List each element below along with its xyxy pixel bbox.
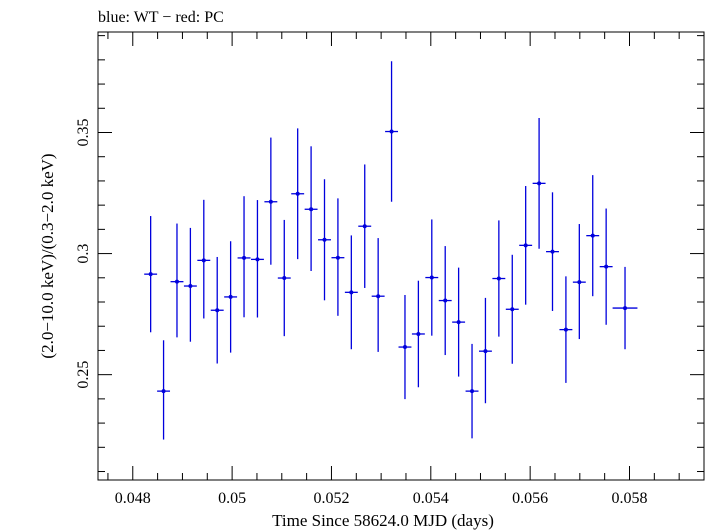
point-marker bbox=[443, 298, 448, 303]
point-marker bbox=[550, 249, 555, 254]
data-point bbox=[492, 220, 506, 337]
point-marker bbox=[523, 243, 528, 248]
point-marker bbox=[215, 308, 220, 313]
point-marker bbox=[242, 255, 247, 260]
data-point bbox=[291, 128, 305, 260]
point-marker bbox=[604, 264, 609, 269]
data-point bbox=[237, 196, 251, 318]
point-marker bbox=[362, 224, 367, 229]
point-marker bbox=[188, 284, 193, 289]
data-point bbox=[331, 198, 345, 316]
point-marker bbox=[161, 389, 166, 394]
y-axis-label: (2.0−10.0 keV)/(0.3−2.0 keV) bbox=[38, 153, 57, 358]
data-point bbox=[183, 227, 197, 342]
point-marker bbox=[174, 279, 179, 284]
data-point bbox=[264, 137, 278, 265]
point-marker bbox=[577, 280, 582, 285]
x-tick-label: 0.054 bbox=[413, 490, 449, 507]
point-marker bbox=[148, 272, 153, 277]
data-point bbox=[210, 256, 224, 364]
point-marker bbox=[335, 255, 340, 260]
plot-frame bbox=[97, 31, 705, 481]
point-marker bbox=[309, 207, 314, 212]
data-point bbox=[398, 294, 412, 400]
data-point bbox=[505, 254, 519, 364]
point-marker bbox=[389, 129, 394, 134]
point-marker bbox=[228, 294, 233, 299]
data-point bbox=[358, 164, 372, 288]
data-point bbox=[224, 241, 238, 353]
point-marker bbox=[456, 320, 461, 325]
data-point bbox=[532, 117, 546, 249]
point-marker bbox=[429, 275, 434, 280]
data-point bbox=[144, 216, 158, 333]
x-axis: 0.048 0.05 0.052 0.054 0.056 0.058 bbox=[107, 32, 705, 507]
data-point bbox=[465, 343, 479, 439]
y-tick-label: 0.3 bbox=[75, 244, 92, 264]
data-point bbox=[304, 146, 318, 272]
point-marker bbox=[416, 331, 421, 336]
point-marker bbox=[483, 349, 488, 354]
data-series bbox=[144, 61, 638, 440]
data-point bbox=[371, 238, 385, 352]
point-marker bbox=[537, 181, 542, 186]
point-marker bbox=[255, 257, 260, 262]
y-tick-label: 0.35 bbox=[75, 118, 92, 146]
y-axis: 0.25 0.3 0.35 bbox=[75, 35, 704, 473]
point-marker bbox=[322, 237, 327, 242]
point-marker bbox=[201, 258, 206, 263]
data-point bbox=[385, 61, 399, 202]
x-axis-label: Time Since 58624.0 MJD (days) bbox=[272, 511, 494, 530]
data-point bbox=[250, 200, 264, 318]
data-point bbox=[599, 208, 613, 325]
data-point bbox=[344, 235, 358, 350]
point-marker bbox=[510, 307, 515, 312]
data-point bbox=[318, 179, 331, 301]
data-point bbox=[452, 267, 466, 377]
data-point bbox=[546, 192, 559, 311]
data-point bbox=[157, 340, 171, 440]
point-marker bbox=[349, 290, 354, 295]
point-marker bbox=[402, 345, 407, 350]
x-tick-label: 0.056 bbox=[512, 490, 548, 507]
data-point bbox=[572, 224, 586, 340]
x-tick-label: 0.048 bbox=[115, 490, 151, 507]
point-marker bbox=[623, 306, 628, 311]
y-tick-label: 0.25 bbox=[75, 361, 92, 389]
data-point bbox=[559, 276, 573, 383]
data-point bbox=[478, 297, 492, 404]
point-marker bbox=[563, 327, 568, 332]
data-point bbox=[586, 175, 600, 297]
point-marker bbox=[282, 276, 287, 281]
data-point bbox=[438, 246, 452, 356]
data-point bbox=[197, 199, 211, 319]
point-marker bbox=[268, 199, 273, 204]
x-tick-label: 0.05 bbox=[218, 490, 246, 507]
data-point bbox=[170, 223, 184, 338]
x-tick-label: 0.058 bbox=[611, 490, 647, 507]
data-point bbox=[277, 219, 291, 337]
data-point bbox=[425, 219, 439, 336]
point-marker bbox=[590, 233, 595, 238]
data-point bbox=[519, 186, 533, 305]
point-marker bbox=[496, 276, 501, 281]
data-point bbox=[411, 280, 425, 388]
x-tick-label: 0.052 bbox=[313, 490, 349, 507]
chart-title: blue: WT − red: PC bbox=[98, 9, 224, 26]
data-point bbox=[612, 266, 638, 350]
point-marker bbox=[470, 389, 475, 394]
point-marker bbox=[295, 191, 300, 196]
point-marker bbox=[376, 294, 381, 299]
